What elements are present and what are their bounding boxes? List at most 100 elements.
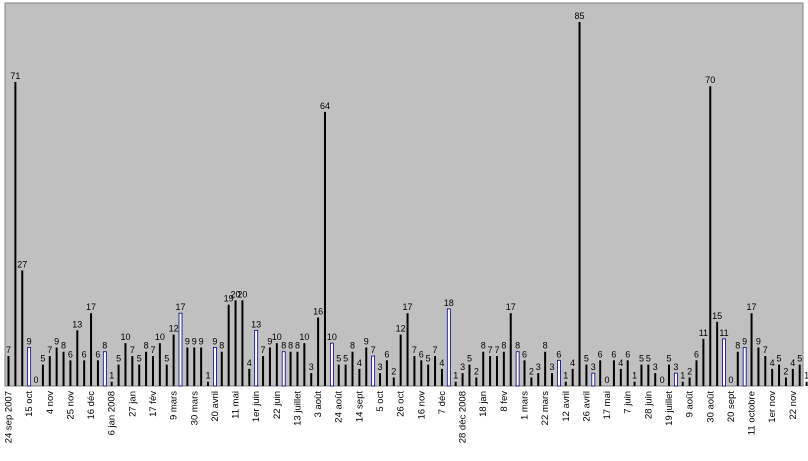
bar [564,381,567,386]
data-label: 5 [426,354,431,364]
bar [523,360,526,386]
bar [495,356,498,386]
data-label: 5 [40,354,45,364]
bar [281,351,286,387]
data-label: 8 [543,341,548,351]
bar [248,368,251,386]
data-label: 20 [237,289,247,299]
data-label: 6 [625,349,630,359]
tick-label: 20 sept [726,391,737,423]
data-label: 6 [95,349,100,359]
data-label: 3 [309,362,314,372]
tick-label: 4 nov [45,391,56,414]
data-label: 11 [719,328,728,338]
bar [509,313,512,386]
tick-label: 5 oct [375,391,386,412]
tick-label: 17 fév [148,391,159,417]
bar [591,372,596,387]
bar [475,377,478,386]
data-label: 4 [439,358,444,368]
bar [673,372,678,387]
tick-label: 30 août [705,391,716,423]
bar [186,347,189,386]
tick-label: 12 avril [561,391,572,422]
tick-label: 27 jan [127,391,138,417]
data-label: 3 [536,362,541,372]
bar [371,355,376,387]
bar [633,381,636,386]
bar [599,360,602,386]
data-label: 8 [735,341,740,351]
bar [771,368,774,386]
bar [296,351,299,386]
tick-label: 22 juin [272,391,283,419]
data-label: 6 [68,349,73,359]
data-label: 9 [185,336,190,346]
data-label: 5 [639,354,644,364]
bar [578,22,581,386]
bar [544,351,547,386]
data-label: 13 [251,319,261,329]
tick-label: 16 nov [416,391,427,420]
data-label: 5 [777,354,782,364]
bar [654,373,657,386]
bar [392,377,395,386]
data-label: 8 [481,341,486,351]
bar [446,308,451,387]
bar [124,343,127,386]
bar [702,338,705,386]
data-label: 9 [267,336,272,346]
data-label: 16 [313,306,323,316]
data-label: 0 [34,375,39,385]
data-label: 2 [687,366,692,376]
data-label: 1 [632,371,637,381]
data-label: 8 [281,341,286,351]
bar [254,329,259,387]
bar [48,356,51,386]
bar [489,356,492,386]
bar [21,270,24,386]
bar [241,300,244,386]
tick-label: 22 mars [540,391,551,426]
bar [158,343,161,386]
data-label: 4 [247,358,252,368]
data-label: 7 [6,345,11,355]
bar [626,360,629,386]
bar [551,373,554,386]
tick-label: 14 sept [354,391,365,423]
data-label: 15 [712,311,722,321]
bar [289,351,292,386]
bar [778,364,781,386]
data-label: 20 [231,289,241,299]
tick-labels: 24 sep 2007 15 oct 4 nov 25 nov 16 déc 6 jan … [4,391,799,444]
data-label: 13 [72,319,82,329]
data-label: 7 [494,345,499,355]
data-label: 12 [396,324,406,334]
data-label: 18 [444,298,454,308]
data-label: 3 [653,362,658,372]
tick-label: 11 mai [231,391,242,419]
bar [200,347,203,386]
bar [716,321,719,386]
data-label: 11 [699,328,708,338]
bar [468,364,471,386]
bar [709,86,712,387]
bar [96,360,99,386]
tick-label: 28 déc 2008 [458,391,469,443]
bar [757,347,760,386]
bar [193,347,196,386]
data-label: 85 [575,11,585,21]
bar [385,360,388,386]
bar [365,347,368,386]
bar [110,381,113,386]
data-label: 19 [224,294,234,304]
bar [750,313,753,386]
bar [736,351,739,386]
data-label: 1 [109,371,114,381]
bar [165,364,168,386]
data-label: 8 [219,341,224,351]
bar [413,356,416,386]
bar [791,368,794,386]
